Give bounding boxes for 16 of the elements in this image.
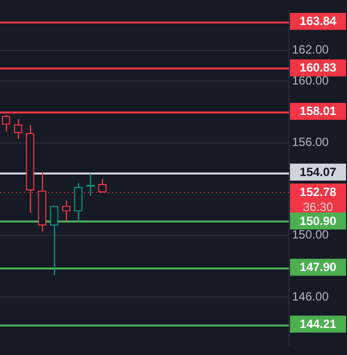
ref-line-label: 154.07 xyxy=(300,164,337,179)
candlestick xyxy=(74,182,82,222)
ref-line-label: 150.90 xyxy=(300,214,337,228)
y-tick-label: 160.00 xyxy=(292,73,330,88)
y-tick-label: 156.00 xyxy=(292,135,330,150)
ref-line-label: 158.01 xyxy=(300,104,337,118)
y-tick-label: 162.00 xyxy=(292,42,330,57)
candlestick xyxy=(50,206,58,276)
text: 36:30 xyxy=(302,200,334,214)
ref-line-label: 160.83 xyxy=(300,60,337,75)
ref-line-label: 147.90 xyxy=(300,260,337,274)
y-tick-label: 146.00 xyxy=(292,289,330,304)
y-tick-label: 150.00 xyxy=(292,228,330,242)
ref-line-label: 144.21 xyxy=(300,316,337,331)
ref-line-label: 152.78 xyxy=(300,184,337,199)
ref-line-label: 163.84 xyxy=(300,14,337,28)
